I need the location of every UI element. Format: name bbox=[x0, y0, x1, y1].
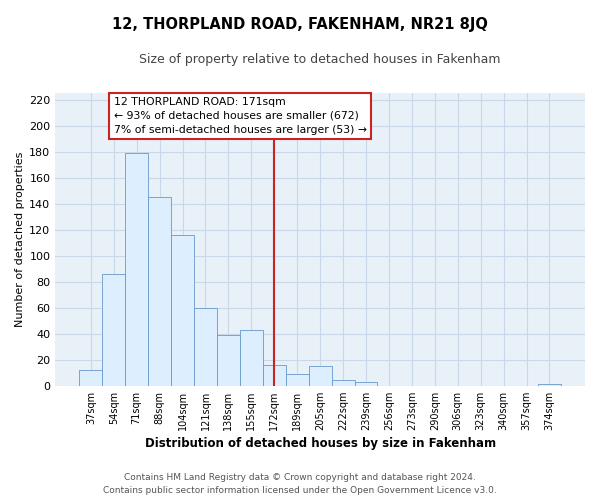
Bar bbox=[148, 197, 171, 386]
Bar bbox=[308, 366, 332, 386]
Text: 12, THORPLAND ROAD, FAKENHAM, NR21 8JQ: 12, THORPLAND ROAD, FAKENHAM, NR21 8JQ bbox=[112, 18, 488, 32]
Bar bbox=[538, 384, 561, 386]
Bar bbox=[102, 274, 125, 386]
Text: 12 THORPLAND ROAD: 171sqm
← 93% of detached houses are smaller (672)
7% of semi-: 12 THORPLAND ROAD: 171sqm ← 93% of detac… bbox=[114, 97, 367, 135]
Title: Size of property relative to detached houses in Fakenham: Size of property relative to detached ho… bbox=[139, 52, 501, 66]
Bar bbox=[79, 370, 102, 386]
Bar bbox=[217, 335, 240, 386]
Bar bbox=[263, 365, 286, 386]
Bar bbox=[355, 382, 377, 386]
Bar bbox=[332, 380, 355, 386]
Bar bbox=[240, 330, 263, 386]
Bar bbox=[171, 235, 194, 386]
Bar bbox=[194, 308, 217, 386]
Y-axis label: Number of detached properties: Number of detached properties bbox=[15, 152, 25, 327]
Bar bbox=[286, 374, 308, 386]
Text: Contains HM Land Registry data © Crown copyright and database right 2024.
Contai: Contains HM Land Registry data © Crown c… bbox=[103, 474, 497, 495]
X-axis label: Distribution of detached houses by size in Fakenham: Distribution of detached houses by size … bbox=[145, 437, 496, 450]
Bar bbox=[125, 153, 148, 386]
